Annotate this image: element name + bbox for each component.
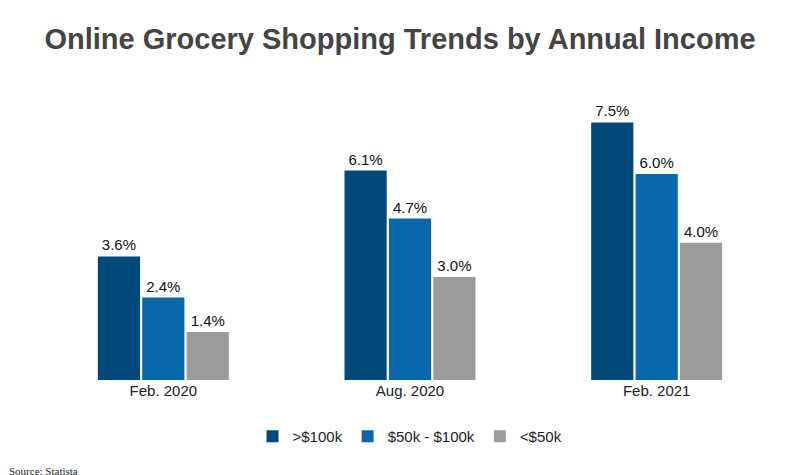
svg-text:3.0%: 3.0%: [437, 257, 471, 274]
svg-text:Source: Statista: Source: Statista: [9, 465, 78, 475]
svg-text:3.6%: 3.6%: [102, 236, 136, 253]
svg-text:2.4%: 2.4%: [146, 278, 180, 295]
svg-text:Feb. 2021: Feb. 2021: [623, 382, 691, 399]
svg-text:Feb. 2020: Feb. 2020: [130, 382, 198, 399]
svg-text:6.0%: 6.0%: [640, 154, 674, 171]
svg-text:Online Grocery Shopping Trends: Online Grocery Shopping Trends by Annual…: [44, 23, 755, 55]
svg-text:4.7%: 4.7%: [393, 199, 427, 216]
svg-text:<$50k: <$50k: [520, 428, 562, 445]
svg-text:Aug. 2020: Aug. 2020: [376, 382, 444, 399]
svg-text:$50k - $100k: $50k - $100k: [388, 428, 475, 445]
svg-text:1.4%: 1.4%: [191, 312, 225, 329]
svg-text:7.5%: 7.5%: [595, 102, 629, 119]
svg-text:6.1%: 6.1%: [348, 151, 382, 168]
svg-text:>$100k: >$100k: [293, 428, 343, 445]
svg-text:4.0%: 4.0%: [684, 223, 718, 240]
